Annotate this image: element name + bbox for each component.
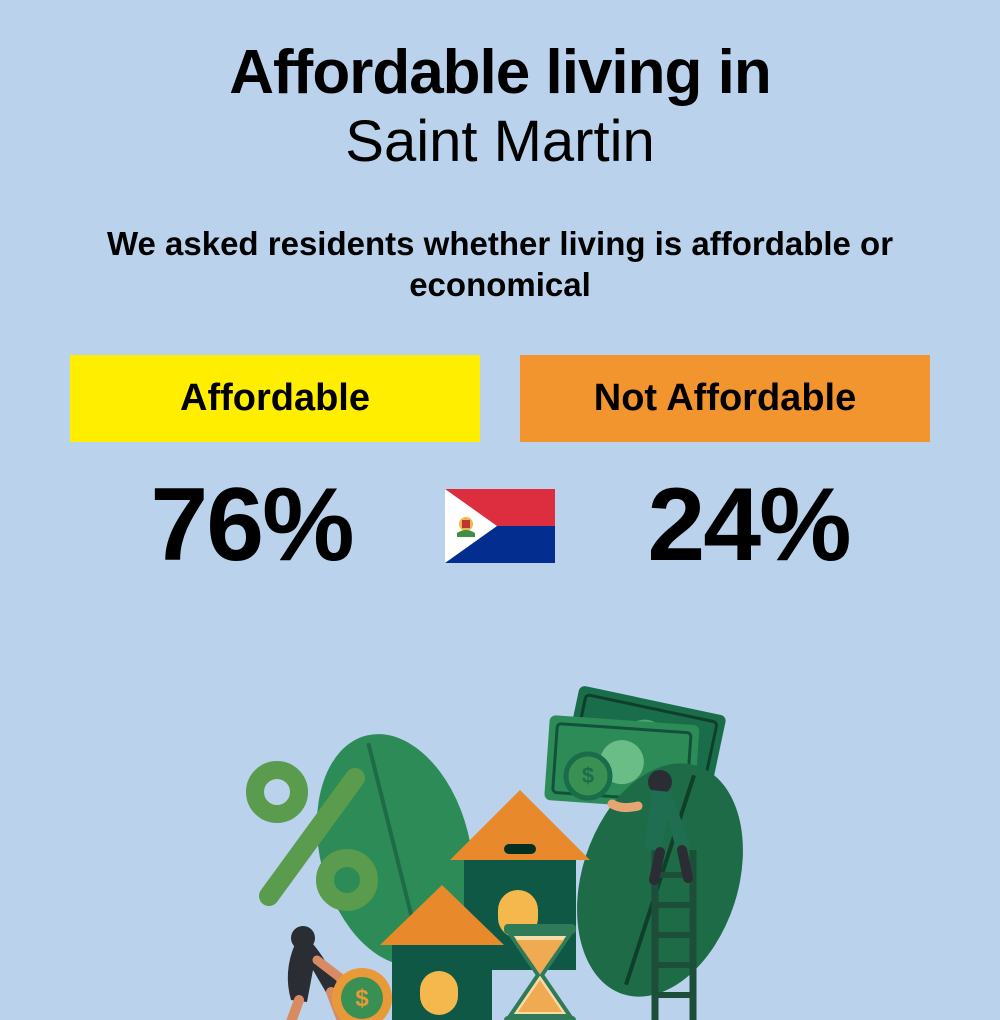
hourglass-icon	[504, 924, 576, 1020]
svg-text:$: $	[355, 985, 369, 1012]
subtitle: We asked residents whether living is aff…	[70, 223, 930, 306]
svg-text:$: $	[582, 763, 594, 788]
title-line2: Saint Martin	[70, 107, 930, 177]
percent-affordable: 76%	[70, 466, 433, 585]
option-label-not-affordable: Not Affordable	[520, 355, 930, 442]
coin-insert-icon: $	[566, 754, 610, 798]
percents-row: 76% 24%	[70, 466, 930, 585]
infographic-container: Affordable living in Saint Martin We ask…	[0, 0, 1000, 585]
title-line1: Affordable living in	[70, 40, 930, 105]
flag-crest-icon	[453, 513, 479, 539]
percent-not-affordable: 24%	[567, 466, 930, 585]
option-label-affordable: Affordable	[70, 355, 480, 442]
labels-row: Affordable Not Affordable	[70, 355, 930, 442]
saint-martin-flag-icon	[445, 489, 555, 563]
affordability-illustration: $ $	[190, 680, 810, 1020]
